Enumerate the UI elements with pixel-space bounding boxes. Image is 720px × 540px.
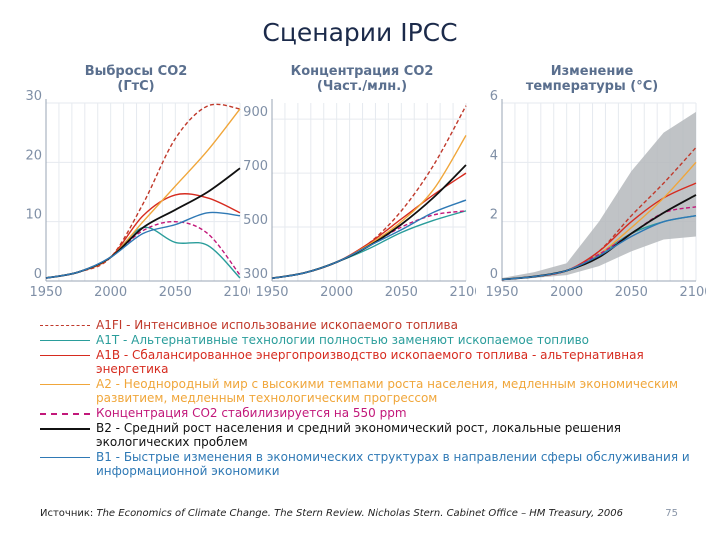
source-label: Источник: [40,508,94,519]
chart-title-line: Изменение [551,64,634,79]
legend-item-a1t: А1T - Альтернативные технологии полность… [40,333,700,347]
legend-label-a1b: А1B - Сбалансированное энергопроизводств… [96,348,644,376]
legend-swatch-550 [40,413,90,415]
chart-title-line: Концентрация CO2 [291,64,434,79]
y-tick-label: 10 [25,208,42,223]
page-number: 75 [665,508,678,519]
legend-swatch-a1t [40,340,90,341]
chart-title-line: температуры (°C) [526,79,658,94]
x-tick-label: 2000 [94,285,127,300]
series-line-a2 [45,108,241,279]
source-reference: The Economics of Climate Change. The Ste… [96,508,623,519]
legend-swatch-b2 [40,428,90,430]
legend-swatch-b1 [40,457,90,458]
y-tick-label: 4 [490,148,498,163]
legend-swatch-a1fi [40,325,90,326]
chart-concentration-svg: Концентрация CO2(Част./млн.) 300 500 700 900… [244,64,476,300]
source-citation: Источник: The Economics of Climate Chang… [40,508,623,519]
series-line-a2 [271,135,467,279]
series-line-s550 [45,220,241,279]
chart-emissions-svg: Выбросы CO2(ГтС) 0 10 20 30 1950 2000 2050 2100 [25,64,250,300]
legend-item-a1fi: А1FI - Интенсивное использование ископае… [40,318,700,332]
x-tick-label: 2050 [385,285,418,300]
series-line-a1fi [45,103,241,279]
chart-title-line: (Част./млн.) [317,79,407,94]
legend-item-a1b: А1B - Сбалансированное энергопроизводств… [40,348,700,376]
legend-swatch-a2 [40,384,90,385]
chart-emissions: Выбросы CO2(ГтС) 0 10 20 30 1950 2000 2050 2100 [18,55,250,310]
legend-item-550: Концентрация CO2 стабилизируется на 550 … [40,406,700,420]
series-line-a1fi [501,147,697,281]
y-tick-label: 30 [25,89,42,104]
legend-item-b2: В2 - Средний рост населения и средний эк… [40,421,700,449]
x-tick-label: 1950 [29,285,62,300]
x-tick-label: 2050 [615,285,648,300]
legend-label-b2: В2 - Средний рост населения и средний эк… [96,421,622,449]
y-tick-label: 6 [490,89,498,104]
slide-title: Сценарии IPCC [262,18,458,47]
y-tick-label: 2 [490,208,498,223]
legend-label-a1fi: А1FI - Интенсивное использование ископае… [96,318,458,332]
y-tick-label: 0 [34,267,42,282]
x-tick-label: 1950 [255,285,288,300]
series-line-b2 [45,167,241,279]
x-tick-label: 2100 [223,285,250,300]
legend-label-b1: В1 - Быстрые изменения в экономических с… [96,450,690,478]
legend: А1FI - Интенсивное использование ископае… [40,318,700,479]
legend-item-b1: В1 - Быстрые изменения в экономических с… [40,450,700,478]
y-tick-label: 500 [244,213,268,228]
series-line-a1b [271,172,467,279]
uncertainty-band [502,111,696,280]
x-tick-label: 1950 [485,285,518,300]
series-line-b1 [501,215,697,281]
series-line-b2 [271,164,467,280]
x-tick-label: 2100 [679,285,706,300]
y-tick-label: 0 [490,267,498,282]
x-tick-label: 2000 [550,285,583,300]
legend-item-a2: А2 - Неоднородный мир с высокими темпами… [40,377,700,405]
chart-temperature: Изменение температуры (°C) 0 2 4 6 1950 2000 205… [474,55,706,310]
chart-concentration: Концентрация CO2 (Част./млн.) 300 500 700 900… [244,55,476,310]
legend-label-a1t: А1T - Альтернативные технологии полность… [96,333,590,347]
legend-label-550: Концентрация CO2 стабилизируется на 550 … [96,406,407,420]
series-line-b1 [45,211,241,279]
chart-title-line: Выбросы CO2 [85,64,188,79]
x-tick-label: 2000 [320,285,353,300]
legend-label-a2: А2 - Неоднородный мир с высокими темпами… [96,377,679,405]
x-tick-label: 2050 [159,285,192,300]
y-tick-label: 20 [25,148,42,163]
x-tick-label: 2100 [449,285,476,300]
legend-swatch-a1b [40,355,90,356]
series-line-a1t [45,226,241,279]
y-tick-label: 300 [244,267,268,282]
y-tick-label: 900 [244,105,268,120]
chart-title-line: (ГтС) [117,79,154,94]
series-line-b1 [271,199,467,279]
y-tick-label: 700 [244,159,268,174]
